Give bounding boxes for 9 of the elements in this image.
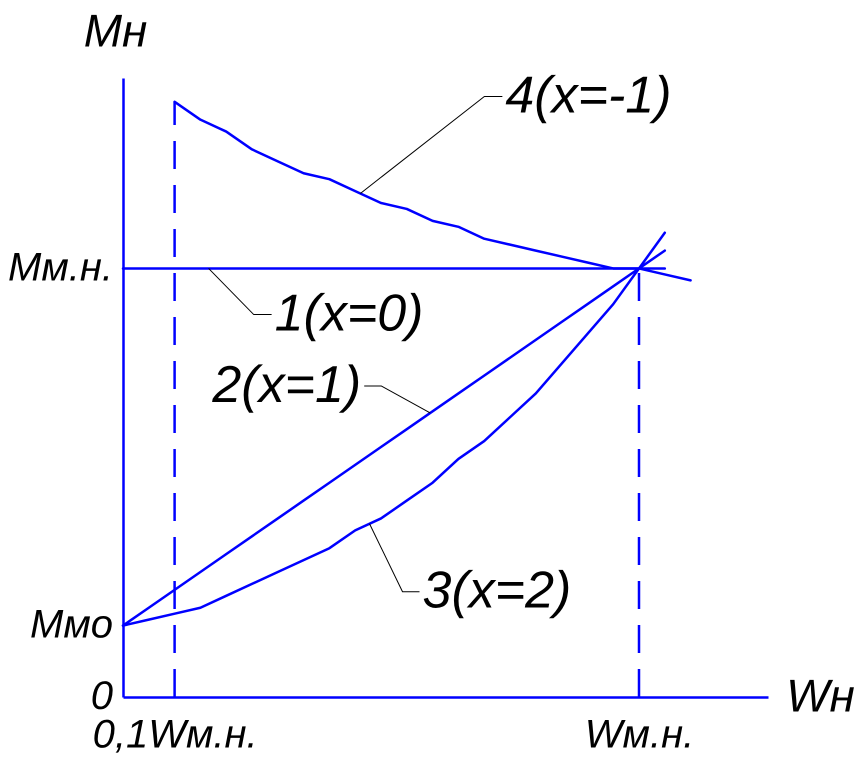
- x-tick-label: Wм.н.: [584, 712, 694, 756]
- text: 4(x=-1): [505, 66, 672, 124]
- text: Mмо: [30, 602, 113, 647]
- series-label: 1(x=0): [274, 284, 424, 342]
- x-axis-title: Wн: [786, 670, 855, 722]
- series-label: 3(x=2): [422, 562, 572, 620]
- y-axis-title: Mн: [84, 4, 148, 56]
- text: Mм.н.: [8, 245, 113, 290]
- series-label: 2(x=1): [211, 356, 362, 414]
